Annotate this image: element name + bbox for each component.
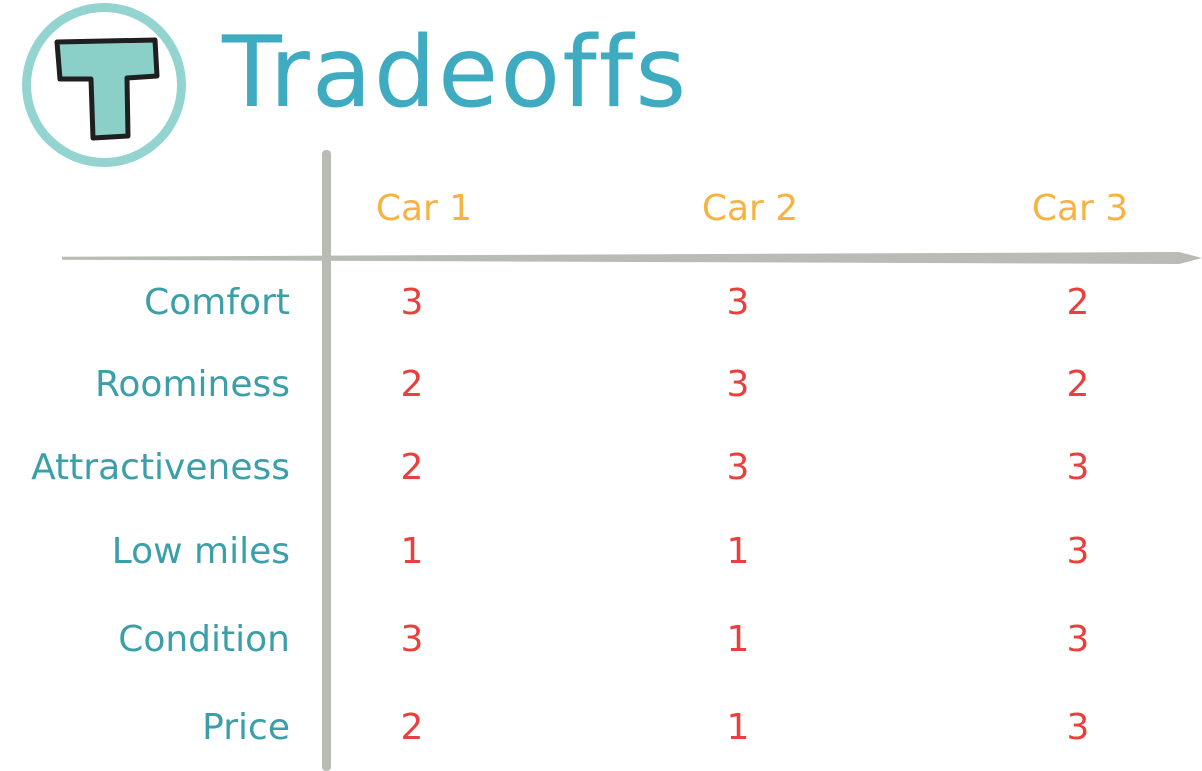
value-cell: 3 bbox=[1066, 707, 1090, 748]
value-cell: 3 bbox=[400, 619, 424, 660]
value-cell: 1 bbox=[726, 531, 750, 572]
value-cell: 2 bbox=[400, 447, 424, 488]
column-header-car-1: Car 1 bbox=[375, 188, 473, 229]
row-label-roominess: Roominess bbox=[95, 364, 290, 405]
column-header-car-2: Car 2 bbox=[701, 188, 799, 229]
value-cell: 2 bbox=[1066, 364, 1090, 405]
page-title: Tradeoffs bbox=[222, 16, 689, 130]
t-letter-icon bbox=[54, 37, 160, 141]
value-cell: 3 bbox=[1066, 447, 1090, 488]
value-cell: 2 bbox=[400, 707, 424, 748]
value-cell: 2 bbox=[400, 364, 424, 405]
value-cell: 1 bbox=[726, 707, 750, 748]
value-cell: 3 bbox=[400, 282, 424, 323]
value-cell: 3 bbox=[1066, 531, 1090, 572]
column-header-car-3: Car 3 bbox=[1031, 188, 1129, 229]
value-cell: 1 bbox=[726, 619, 750, 660]
row-label-condition: Condition bbox=[118, 619, 290, 660]
value-cell: 3 bbox=[726, 282, 750, 323]
value-cell: 3 bbox=[726, 447, 750, 488]
value-cell: 3 bbox=[726, 364, 750, 405]
value-cell: 2 bbox=[1066, 282, 1090, 323]
vertical-divider bbox=[322, 150, 331, 771]
row-label-price: Price bbox=[202, 707, 290, 748]
logo-badge bbox=[22, 3, 186, 167]
value-cell: 1 bbox=[400, 531, 424, 572]
value-cell: 3 bbox=[1066, 619, 1090, 660]
row-label-attractiveness: Attractiveness bbox=[31, 447, 290, 488]
row-label-comfort: Comfort bbox=[144, 282, 290, 323]
row-label-low-miles: Low miles bbox=[111, 531, 290, 572]
horizontal-divider bbox=[62, 252, 1202, 264]
